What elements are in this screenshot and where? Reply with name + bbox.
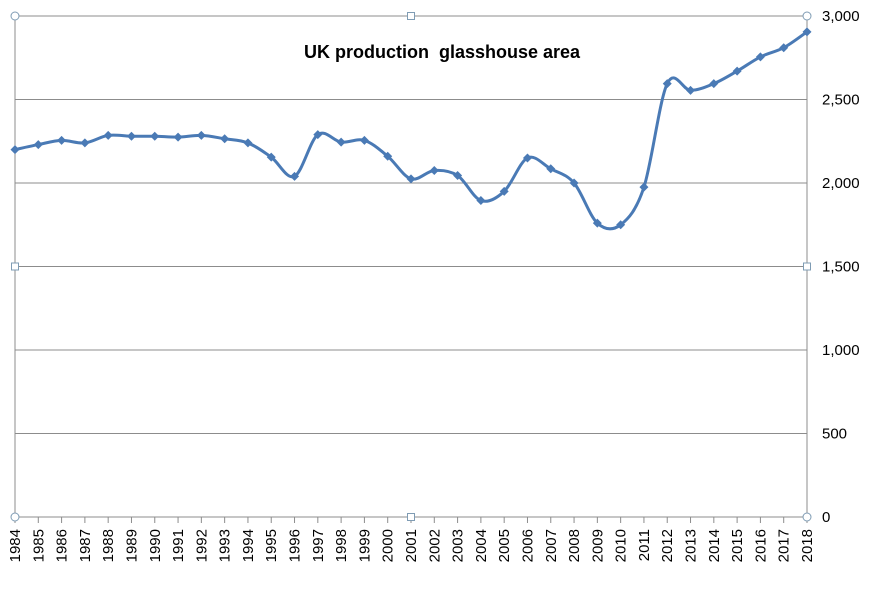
x-tick-label: 1991 (170, 529, 187, 562)
x-tick-label: 1988 (100, 529, 117, 562)
data-point-marker (220, 134, 230, 144)
y-tick-label: 2,000 (822, 175, 860, 192)
x-tick-label: 1986 (54, 529, 71, 562)
x-tick-label: 2002 (426, 529, 443, 562)
data-point-marker (126, 131, 136, 141)
data-point-marker (313, 130, 323, 140)
x-tick-label: 2003 (450, 529, 467, 562)
x-tick-label: 1984 (7, 529, 24, 562)
data-point-marker (569, 178, 579, 188)
data-point-marker (546, 164, 556, 174)
x-tick-label: 1987 (77, 529, 94, 562)
y-tick-label: 2,500 (822, 92, 860, 109)
x-tick-label: 2005 (496, 529, 513, 562)
y-tick-label: 500 (822, 426, 847, 443)
x-tick-label: 1995 (263, 529, 280, 562)
y-tick-label: 1,000 (822, 342, 860, 359)
edge-resize-handle[interactable] (803, 262, 811, 271)
data-point-marker (173, 132, 183, 142)
data-point-marker (266, 152, 276, 162)
y-tick-label: 1,500 (822, 259, 860, 276)
data-point-marker (103, 130, 113, 140)
x-tick-label: 1989 (123, 529, 140, 562)
y-tick-label: 0 (822, 509, 830, 526)
data-point-marker (290, 171, 300, 181)
data-point-marker (709, 79, 719, 89)
x-tick-label: 1997 (310, 529, 327, 562)
x-tick-label: 1996 (287, 529, 304, 562)
data-point-marker (522, 153, 532, 163)
data-point-marker (499, 186, 509, 196)
x-tick-label: 1999 (356, 529, 373, 562)
y-axis-tick-labels: 0 500 1,000 1,500 2,000 2,500 3,000 (822, 8, 860, 526)
selection-handles[interactable] (10, 11, 812, 522)
data-point-marker (10, 145, 20, 155)
x-tick-label: 2018 (799, 529, 816, 562)
x-tick-label: 2004 (473, 529, 490, 562)
data-point-marker (662, 79, 672, 89)
x-tick-label: 2017 (776, 529, 793, 562)
corner-resize-handle[interactable] (10, 512, 20, 522)
data-point-marker (592, 218, 602, 228)
data-point-marker (383, 151, 393, 161)
x-tick-label: 1990 (147, 529, 164, 562)
x-tick-label: 2010 (613, 529, 630, 562)
data-point-marker (779, 43, 789, 53)
x-tick-label: 1985 (30, 529, 47, 562)
x-tick-label: 2007 (543, 529, 560, 562)
x-tick-label: 2001 (403, 529, 420, 562)
data-point-marker (33, 140, 43, 150)
x-tick-label: 2016 (752, 529, 769, 562)
x-tick-label: 1998 (333, 529, 350, 562)
x-tick-label: 2015 (729, 529, 746, 562)
x-tick-label: 1994 (240, 529, 257, 562)
y-tick-label: 3,000 (822, 8, 860, 25)
x-tick-label: 2011 (636, 529, 653, 561)
data-point-marker (639, 182, 649, 192)
data-point-marker (476, 196, 486, 206)
data-point-marker (755, 52, 765, 62)
data-point-marker (57, 135, 67, 145)
x-tick-label: 2013 (683, 529, 700, 562)
x-tick-label: 2006 (519, 529, 536, 562)
edge-resize-handle[interactable] (407, 513, 415, 521)
x-axis-tick-marks (14, 517, 808, 523)
data-point-marker (732, 66, 742, 76)
data-point-marker (686, 85, 696, 95)
data-point-marker (406, 174, 416, 184)
chart-title: UK production glasshouse area (304, 42, 581, 62)
data-point-marker (429, 165, 439, 175)
data-point-marker (616, 220, 626, 230)
x-tick-label: 2008 (566, 529, 583, 562)
data-point-marker (802, 27, 812, 37)
data-point-marker (243, 138, 253, 148)
series-markers (10, 27, 812, 230)
edge-resize-handle[interactable] (407, 12, 415, 20)
x-tick-label: 1992 (193, 529, 210, 562)
data-point-marker (453, 170, 463, 180)
x-axis-tick-labels: 1984 1985 1986 1987 1988 1989 1990 1991 1992 1993… (7, 529, 816, 562)
x-tick-label: 2012 (659, 529, 676, 562)
data-point-marker (336, 137, 346, 147)
x-tick-label: 1993 (217, 529, 234, 562)
edge-resize-handle[interactable] (11, 262, 19, 271)
corner-resize-handle[interactable] (802, 11, 812, 21)
data-point-marker (150, 131, 160, 141)
data-point-marker (80, 138, 90, 148)
x-tick-label: 2000 (380, 529, 397, 562)
data-point-marker (196, 130, 206, 140)
x-tick-label: 2014 (706, 529, 723, 562)
corner-resize-handle[interactable] (10, 11, 20, 21)
corner-resize-handle[interactable] (802, 512, 812, 522)
data-point-marker (359, 135, 369, 145)
x-tick-label: 2009 (589, 529, 606, 562)
